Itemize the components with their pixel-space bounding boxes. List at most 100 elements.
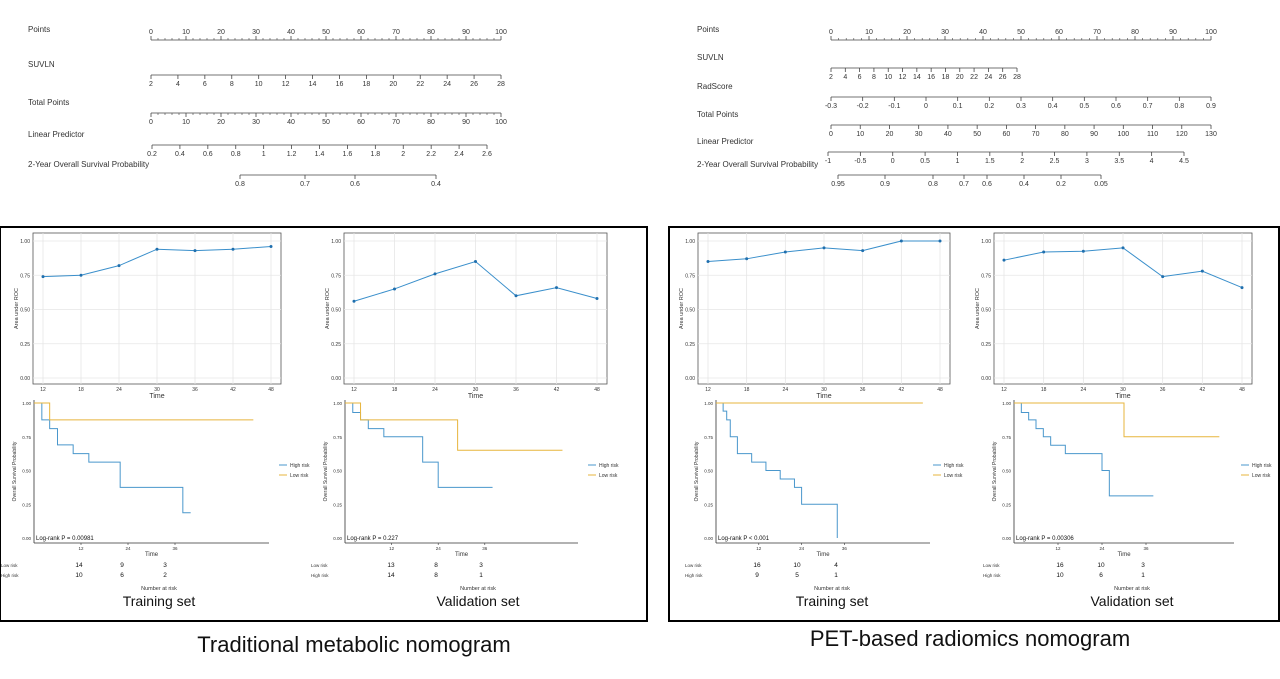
- nomogram-tick-label: 40: [979, 29, 987, 36]
- nomogram-tick-label: 60: [357, 29, 365, 36]
- panel-frame-traditional: [0, 226, 648, 622]
- nomogram-tick-label: 0.3: [1016, 103, 1026, 110]
- roc-y-axis-label: Area under ROC: [325, 288, 331, 329]
- nomogram-row-label: Linear Predictor: [697, 137, 754, 146]
- roc-data-point: [1161, 275, 1165, 279]
- km-pvalue: Log-rank P = 0.227: [347, 536, 399, 542]
- nomogram-tick-label: 0.5: [1079, 103, 1089, 110]
- km-legend-label: Low risk: [599, 473, 618, 479]
- roc-chart: 0.00 0.25 0.50 0.75 1.00 12 18 24 30 36 42 48 Time Ar…: [14, 232, 282, 400]
- km-series-low-risk: [345, 402, 563, 451]
- roc-x-tick-label: 18: [392, 387, 398, 393]
- nomogram-tick-label: 2.5: [1050, 158, 1060, 165]
- roc-data-point: [433, 272, 437, 276]
- km-pvalue: Log-rank P = 0.00306: [1016, 536, 1074, 542]
- nomogram-tick-label: 20: [389, 81, 397, 88]
- roc-x-tick-label: 30: [821, 387, 827, 393]
- risk-table-value: 6: [1099, 572, 1103, 579]
- nomogram-tick-label: 0.8: [231, 151, 241, 158]
- nomogram-tick-label: 0.7: [300, 181, 310, 188]
- nomogram-tick-label: 14: [309, 81, 317, 88]
- km-y-tick-label: 0.50: [1002, 469, 1011, 474]
- km-y-tick-label: 0.75: [333, 435, 342, 440]
- risk-table-value: 10: [793, 562, 801, 569]
- nomogram-tick-label: 22: [416, 81, 424, 88]
- risk-table-value: 10: [1097, 562, 1105, 569]
- km-x-tick-label: 24: [436, 546, 442, 551]
- risk-table-value: 1: [1141, 572, 1145, 579]
- roc-x-tick-label: 48: [1239, 387, 1245, 393]
- nomogram-tick-label: 22: [970, 74, 978, 81]
- nomogram-tick-label: 6: [858, 74, 862, 81]
- km-y-tick-label: 1.00: [22, 401, 31, 406]
- roc-y-tick-label: 0.00: [20, 376, 30, 382]
- km-x-axis-label: Time: [1117, 552, 1131, 558]
- roc-chart: 0.00 0.25 0.50 0.75 1.00 12 18 24 30 36 42 48 Time Ar…: [325, 232, 608, 400]
- roc-y-tick-label: 0.50: [981, 308, 991, 314]
- nomogram-tick-label: 28: [497, 81, 505, 88]
- roc-data-point: [231, 247, 235, 251]
- nomogram-tick-label: 20: [956, 74, 964, 81]
- roc-y-tick-label: 0.25: [685, 342, 695, 348]
- nomogram-tick-label: 70: [1093, 29, 1101, 36]
- roc-y-tick-label: 0.75: [20, 273, 30, 279]
- panel-frame-radiomics: [668, 226, 1280, 622]
- km-series-low-risk: [34, 402, 254, 421]
- roc-chart: 0.00 0.25 0.50 0.75 1.00 12 18 24 30 36 42 48 Time Ar…: [975, 232, 1253, 400]
- roc-data-point: [1240, 286, 1244, 290]
- nomogram-row-label: RadScore: [697, 82, 733, 91]
- nomogram-tick-label: 10: [255, 81, 263, 88]
- roc-data-point: [393, 287, 396, 291]
- roc-data-point: [514, 294, 518, 298]
- roc-x-axis-label: Time: [149, 393, 164, 400]
- nomogram-tick-label: 20: [217, 119, 225, 126]
- km-series-high-risk: [716, 402, 838, 538]
- nomogram-tick-label: -0.3: [825, 103, 837, 110]
- km-y-tick-label: 0.00: [22, 536, 31, 541]
- roc-y-tick-label: 0.00: [331, 376, 341, 382]
- nomogram-tick-label: 20: [903, 29, 911, 36]
- roc-y-tick-label: 0.25: [20, 342, 30, 348]
- nomogram-tick-label: 0.4: [175, 151, 185, 158]
- roc-y-tick-label: 0.50: [331, 308, 341, 314]
- km-x-tick-label: 12: [389, 546, 395, 551]
- roc-x-tick-label: 48: [268, 387, 274, 393]
- nomogram-tick-label: 4: [843, 74, 847, 81]
- km-y-tick-label: 0.00: [1002, 536, 1011, 541]
- km-x-axis-label: Time: [816, 552, 830, 558]
- nomogram-tick-label: 50: [322, 119, 330, 126]
- km-legend-label: High risk: [599, 463, 619, 469]
- nomogram-tick-label: 70: [392, 29, 400, 36]
- risk-table-row-label: Low risk: [1, 563, 18, 568]
- nomogram-tick-label: 4: [1150, 158, 1154, 165]
- roc-data-point: [745, 257, 749, 261]
- risk-table-value: 1: [479, 572, 483, 579]
- nomogram-tick-label: 90: [1090, 131, 1098, 138]
- nomogram-tick-label: 0.9: [1206, 103, 1216, 110]
- nomogram-tick-label: 0.6: [203, 151, 213, 158]
- km-y-tick-label: 1.00: [1002, 401, 1011, 406]
- nomogram-row-label: 2-Year Overall Survival Probability: [697, 160, 818, 169]
- nomogram-tick-label: 2: [149, 81, 153, 88]
- km-legend-label: Low risk: [944, 473, 963, 479]
- roc-y-axis-label: Area under ROC: [14, 288, 20, 329]
- nomogram-tick-label: 60: [357, 119, 365, 126]
- nomogram-tick-label: 2: [829, 74, 833, 81]
- km-x-tick-label: 24: [799, 546, 805, 551]
- roc-y-tick-label: 1.00: [331, 239, 341, 245]
- roc-data-point: [938, 239, 942, 243]
- nomogram-tick-label: 30: [252, 119, 260, 126]
- km-y-axis-label: Overall Survival Probability: [12, 441, 18, 501]
- roc-data-point: [352, 299, 356, 303]
- nomogram-tick-label: 100: [495, 119, 507, 126]
- km-y-tick-label: 0.75: [1002, 435, 1011, 440]
- nomogram-tick-label: 70: [392, 119, 400, 126]
- roc-x-tick-label: 12: [705, 387, 711, 393]
- risk-table-value: 3: [163, 562, 167, 569]
- roc-data-point: [1002, 258, 1006, 262]
- nomogram-tick-label: 100: [1205, 29, 1217, 36]
- nomogram-tick-label: 0.2: [147, 151, 157, 158]
- nomogram-tick-label: -0.5: [854, 158, 866, 165]
